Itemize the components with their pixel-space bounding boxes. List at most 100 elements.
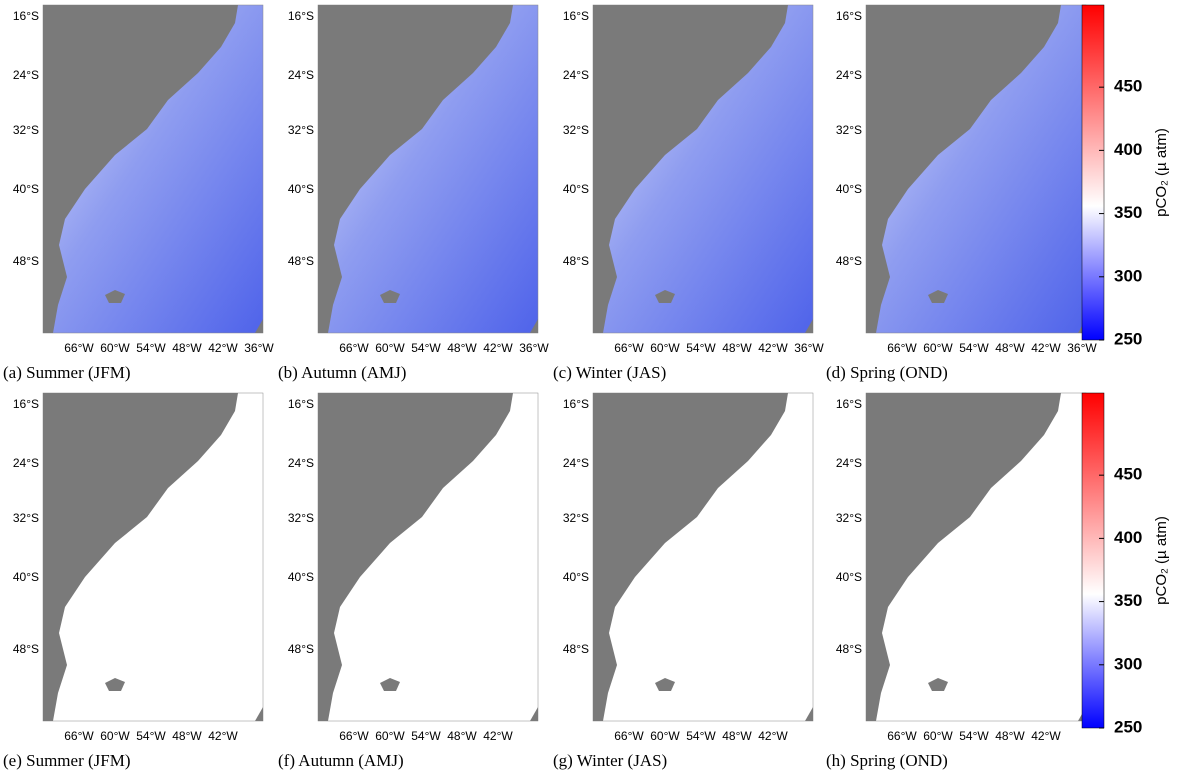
panel-caption: (c) Winter (JAS): [553, 363, 666, 382]
x-tick-label: 60°W: [375, 341, 405, 355]
y-tick-label: 48°S: [13, 642, 39, 656]
x-tick-label: 42°W: [483, 341, 513, 355]
x-tick-label: 36°W: [244, 341, 274, 355]
x-tick-label: 54°W: [411, 341, 441, 355]
map-island: [928, 678, 948, 691]
y-tick-label: 24°S: [563, 68, 589, 82]
colorbar-label: pCO₂ (µ atm): [1153, 516, 1170, 605]
map-island: [380, 678, 400, 691]
y-tick-label: 32°S: [563, 511, 589, 525]
y-tick-label: 24°S: [836, 68, 862, 82]
x-tick-label: 66°W: [614, 729, 644, 743]
colorbar-tick-label: 350: [1114, 203, 1142, 222]
y-tick-label: 32°S: [836, 511, 862, 525]
x-tick-label: 42°W: [758, 729, 788, 743]
x-tick-label: 48°W: [172, 341, 202, 355]
map-panel: 16°S 24°S 32°S 40°S 48°S 66°W 60°W 54°W 48°W 42°W…: [553, 392, 814, 770]
y-tick-label: 24°S: [288, 68, 314, 82]
x-tick-label: 42°W: [483, 729, 513, 743]
y-tick-label: 40°S: [13, 570, 39, 584]
x-tick-label: 42°W: [1031, 729, 1061, 743]
map-island: [380, 290, 400, 303]
y-tick-label: 24°S: [288, 456, 314, 470]
map-panel: 16°S 24°S 32°S 40°S 48°S 66°W 60°W 54°W 48°W 42°W…: [3, 4, 274, 382]
y-tick-label: 32°S: [13, 123, 39, 137]
map-panel: 16°S 24°S 32°S 40°S 48°S 66°W 60°W 54°W 48°W 42°W…: [278, 392, 539, 770]
map-land: [866, 393, 1061, 721]
colorbar-tick-label: 300: [1114, 266, 1142, 285]
x-tick-label: 60°W: [100, 341, 130, 355]
x-tick-label: 48°W: [995, 729, 1025, 743]
map-land: [530, 707, 538, 721]
x-tick-label: 54°W: [959, 729, 989, 743]
y-tick-label: 40°S: [288, 182, 314, 196]
map-land: [866, 5, 1061, 333]
x-tick-label: 60°W: [100, 729, 130, 743]
y-tick-label: 40°S: [836, 182, 862, 196]
panel-caption: (f) Autumn (AMJ): [278, 751, 404, 770]
x-tick-label: 66°W: [64, 341, 94, 355]
x-tick-label: 54°W: [686, 729, 716, 743]
map-land: [255, 707, 263, 721]
map-panel: 16°S 24°S 32°S 40°S 48°S 66°W 60°W 54°W 48°W 42°W…: [278, 4, 549, 382]
map-land: [43, 5, 238, 333]
colorbar: [1081, 392, 1105, 729]
map-island: [928, 290, 948, 303]
panel-caption: (h) Spring (OND): [826, 751, 948, 770]
map-land: [530, 319, 538, 333]
y-tick-label: 16°S: [288, 397, 314, 411]
panel-caption: (a) Summer (JFM): [3, 363, 130, 382]
x-tick-label: 54°W: [959, 341, 989, 355]
y-tick-label: 32°S: [563, 123, 589, 137]
x-tick-label: 60°W: [375, 729, 405, 743]
panel-caption: (b) Autumn (AMJ): [278, 363, 406, 382]
x-tick-label: 36°W: [794, 341, 824, 355]
panel-caption: (d) Spring (OND): [826, 363, 948, 382]
y-tick-label: 48°S: [13, 254, 39, 268]
y-tick-label: 32°S: [288, 511, 314, 525]
x-tick-label: 36°W: [1067, 341, 1097, 355]
x-tick-label: 54°W: [136, 341, 166, 355]
y-tick-label: 16°S: [836, 9, 862, 23]
x-tick-label: 66°W: [339, 729, 369, 743]
map-land: [318, 393, 513, 721]
y-tick-label: 32°S: [836, 123, 862, 137]
y-tick-label: 16°S: [563, 9, 589, 23]
x-tick-label: 60°W: [650, 729, 680, 743]
x-tick-label: 60°W: [923, 729, 953, 743]
x-tick-label: 66°W: [887, 729, 917, 743]
map-land: [805, 319, 813, 333]
colorbar-tick-label: 400: [1114, 140, 1142, 159]
x-tick-label: 66°W: [614, 341, 644, 355]
y-tick-label: 40°S: [563, 182, 589, 196]
x-tick-label: 66°W: [339, 341, 369, 355]
x-tick-label: 42°W: [208, 729, 238, 743]
x-tick-label: 48°W: [995, 341, 1025, 355]
y-tick-label: 48°S: [288, 254, 314, 268]
y-tick-label: 48°S: [563, 254, 589, 268]
map-land: [593, 393, 788, 721]
map-island: [105, 290, 125, 303]
y-tick-label: 40°S: [563, 570, 589, 584]
map-panel: 16°S 24°S 32°S 40°S 48°S 66°W 60°W 54°W 48°W 42°W…: [553, 4, 824, 382]
map-land: [43, 393, 238, 721]
x-tick-label: 60°W: [923, 341, 953, 355]
x-tick-label: 54°W: [686, 341, 716, 355]
colorbar: [1081, 4, 1105, 341]
x-tick-label: 36°W: [519, 341, 549, 355]
y-tick-label: 40°S: [288, 570, 314, 584]
y-tick-label: 48°S: [563, 642, 589, 656]
y-tick-label: 48°S: [836, 642, 862, 656]
colorbar-tick-label: 350: [1114, 591, 1142, 610]
y-tick-label: 48°S: [836, 254, 862, 268]
x-tick-label: 48°W: [722, 341, 752, 355]
y-tick-label: 32°S: [288, 123, 314, 137]
map-land: [593, 5, 788, 333]
map-island: [655, 678, 675, 691]
x-tick-label: 48°W: [447, 729, 477, 743]
y-tick-label: 16°S: [836, 397, 862, 411]
y-tick-label: 16°S: [288, 9, 314, 23]
x-tick-label: 48°W: [722, 729, 752, 743]
y-tick-label: 32°S: [13, 511, 39, 525]
